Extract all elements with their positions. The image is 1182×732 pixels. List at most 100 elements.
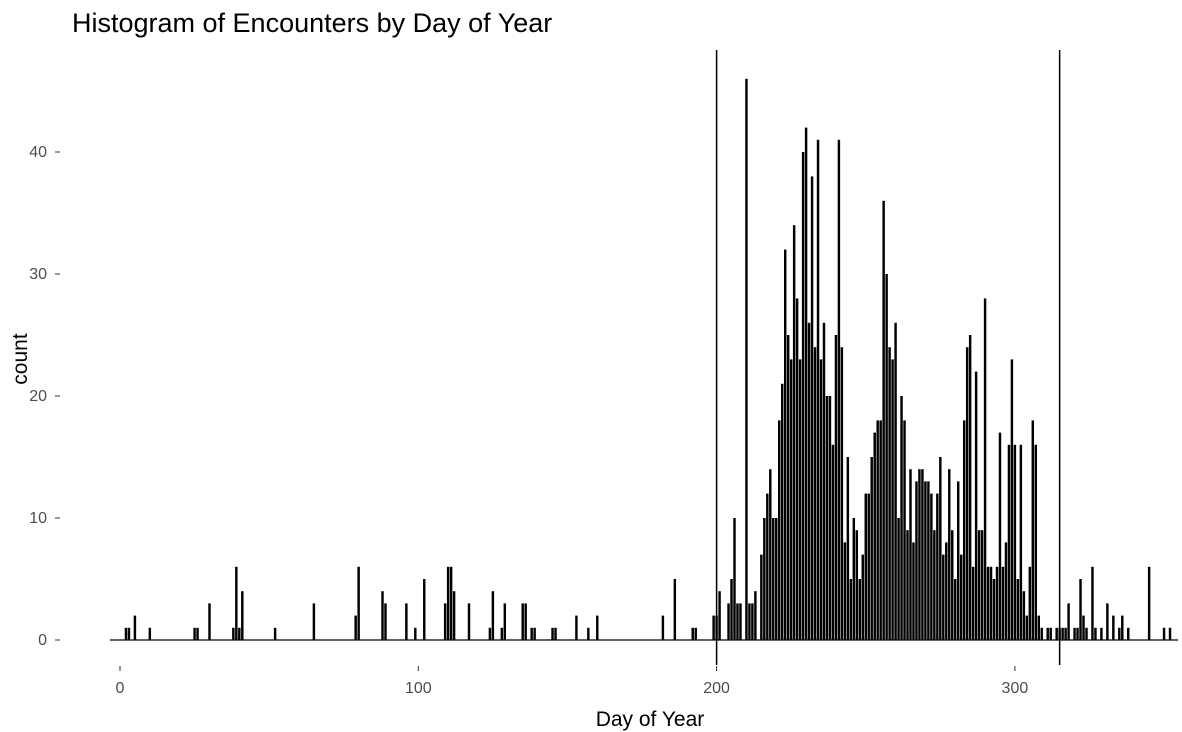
histogram-bar [873, 432, 876, 640]
histogram-bar [718, 591, 721, 640]
histogram-bar [1118, 627, 1121, 640]
histogram-bar [733, 518, 736, 640]
histogram-bar [1082, 615, 1085, 640]
histogram-bar [1004, 542, 1008, 640]
histogram-bar [127, 627, 131, 640]
histogram-bar [488, 627, 492, 640]
histogram-bar [924, 481, 927, 640]
histogram-bar [1168, 627, 1172, 640]
histogram-bar [405, 603, 408, 640]
histogram-bar [921, 469, 924, 640]
histogram-bar [840, 347, 844, 640]
histogram-bar [810, 176, 814, 640]
histogram-bar [864, 493, 867, 640]
histogram-bar [912, 542, 915, 640]
histogram-bar [273, 627, 277, 640]
y-tick-label: 20 [29, 388, 47, 405]
histogram-bar [452, 591, 456, 640]
histogram-bar [1001, 566, 1005, 640]
histogram-bar [855, 530, 859, 640]
histogram-bar [995, 566, 999, 640]
histogram-bar [423, 579, 426, 640]
histogram-bar [813, 347, 817, 640]
histogram-bar [825, 396, 829, 640]
histogram-bar [1046, 627, 1049, 640]
histogram-bar [575, 615, 578, 640]
histogram-bar [789, 359, 793, 640]
histogram-bar [1031, 420, 1035, 640]
histogram-bar [828, 396, 832, 640]
histogram-bar [354, 615, 357, 640]
histogram-bar [930, 493, 933, 640]
histogram-bar [1049, 627, 1052, 640]
histogram-bar [807, 322, 811, 640]
histogram-bar [1079, 579, 1082, 640]
histogram-bar [1073, 627, 1076, 640]
histogram-bar [384, 603, 387, 640]
histogram-bar [751, 603, 754, 640]
histogram-bar [906, 530, 909, 640]
histogram-bar [500, 627, 504, 640]
histogram-bar [775, 518, 778, 640]
x-tick-label: 200 [703, 680, 730, 697]
histogram-bar [891, 359, 894, 640]
histogram-bar [882, 200, 885, 641]
histogram-bar [148, 627, 152, 640]
histogram-bar [1147, 566, 1151, 640]
histogram-bar [1091, 566, 1094, 640]
histogram-bar [533, 627, 536, 640]
histogram-bar [241, 591, 244, 640]
histogram-bar [879, 420, 882, 640]
histogram-bar [858, 579, 862, 640]
histogram-bar [232, 627, 235, 640]
histogram-bar [900, 396, 903, 640]
x-axis-ticks: 0 100 200 300 [116, 666, 1028, 697]
histogram-bar [357, 566, 360, 640]
histogram-bar [763, 518, 766, 640]
histogram-bar [1121, 615, 1124, 640]
histogram-bar [927, 481, 930, 640]
histogram-bar [443, 603, 447, 640]
histogram-bar [1162, 627, 1166, 640]
histogram-bar [804, 127, 808, 641]
histogram-bar [748, 603, 751, 640]
histogram-bar [772, 518, 775, 640]
histogram-bar [235, 566, 238, 640]
histogram-bar [730, 579, 733, 640]
histogram-bar [965, 347, 969, 640]
histogram-bar [1007, 444, 1011, 640]
histogram-bar [983, 298, 987, 640]
histogram-bar [1010, 359, 1014, 640]
histogram-bar [834, 335, 838, 640]
histogram-bar [870, 457, 873, 640]
histogram-bar [760, 554, 763, 640]
histogram-bar [798, 359, 802, 640]
histogram-bar [1040, 627, 1043, 640]
histogram-bar [754, 591, 757, 640]
histogram-bar [957, 481, 960, 640]
histogram-bar [989, 566, 993, 640]
histogram-bar [852, 518, 856, 640]
histogram-bar [530, 627, 533, 640]
histogram-bar [524, 603, 527, 640]
histogram-bar [897, 518, 900, 640]
y-axis-ticks: 0 10 20 30 40 [29, 144, 60, 649]
histogram-bar [133, 615, 137, 640]
histogram-bar [885, 274, 888, 640]
histogram-bar [587, 627, 590, 640]
histogram-bar [694, 627, 697, 640]
histogram-bar [942, 554, 945, 640]
x-tick-label: 100 [405, 680, 432, 697]
histogram-bar [945, 542, 948, 640]
histogram-bar [1076, 627, 1079, 640]
histogram-bar [736, 603, 739, 640]
histogram-bar [778, 420, 781, 640]
histogram-bar [876, 420, 879, 640]
histogram-bar [596, 615, 599, 640]
histogram-bar [446, 566, 450, 640]
histogram-bar [381, 591, 384, 640]
reference-lines [715, 50, 1061, 665]
x-tick-label: 0 [116, 680, 125, 697]
histogram-bar [1094, 627, 1097, 640]
